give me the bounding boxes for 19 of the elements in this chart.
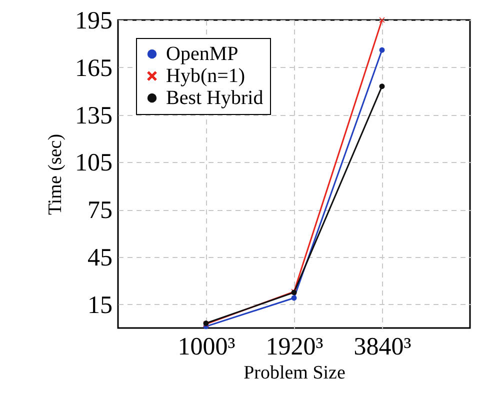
y-tick-label: 75 [88,197,112,224]
point [379,17,385,23]
legend-label: Best Hybrid [166,87,264,109]
y-tick-label: 135 [75,102,112,130]
y-tick-label: 195 [75,8,112,34]
x-tick-label: 3840³ [354,334,412,360]
x-axis-title: Problem Size [244,362,346,384]
point [291,295,297,301]
legend-label: Hyb(n=1) [166,65,246,87]
y-axis-title: Time (sec) [45,134,66,216]
y-tick-label: 15 [88,292,112,319]
x-tick-label: 1920³ [266,334,324,360]
y-tick-label: 105 [75,150,112,177]
x-tick-label: 1000³ [178,334,236,360]
legend-label: OpenMP [166,43,238,65]
y-tick-label: 45 [88,244,112,272]
point [379,47,385,53]
point [379,84,385,90]
y-tick-label: 165 [75,54,112,82]
